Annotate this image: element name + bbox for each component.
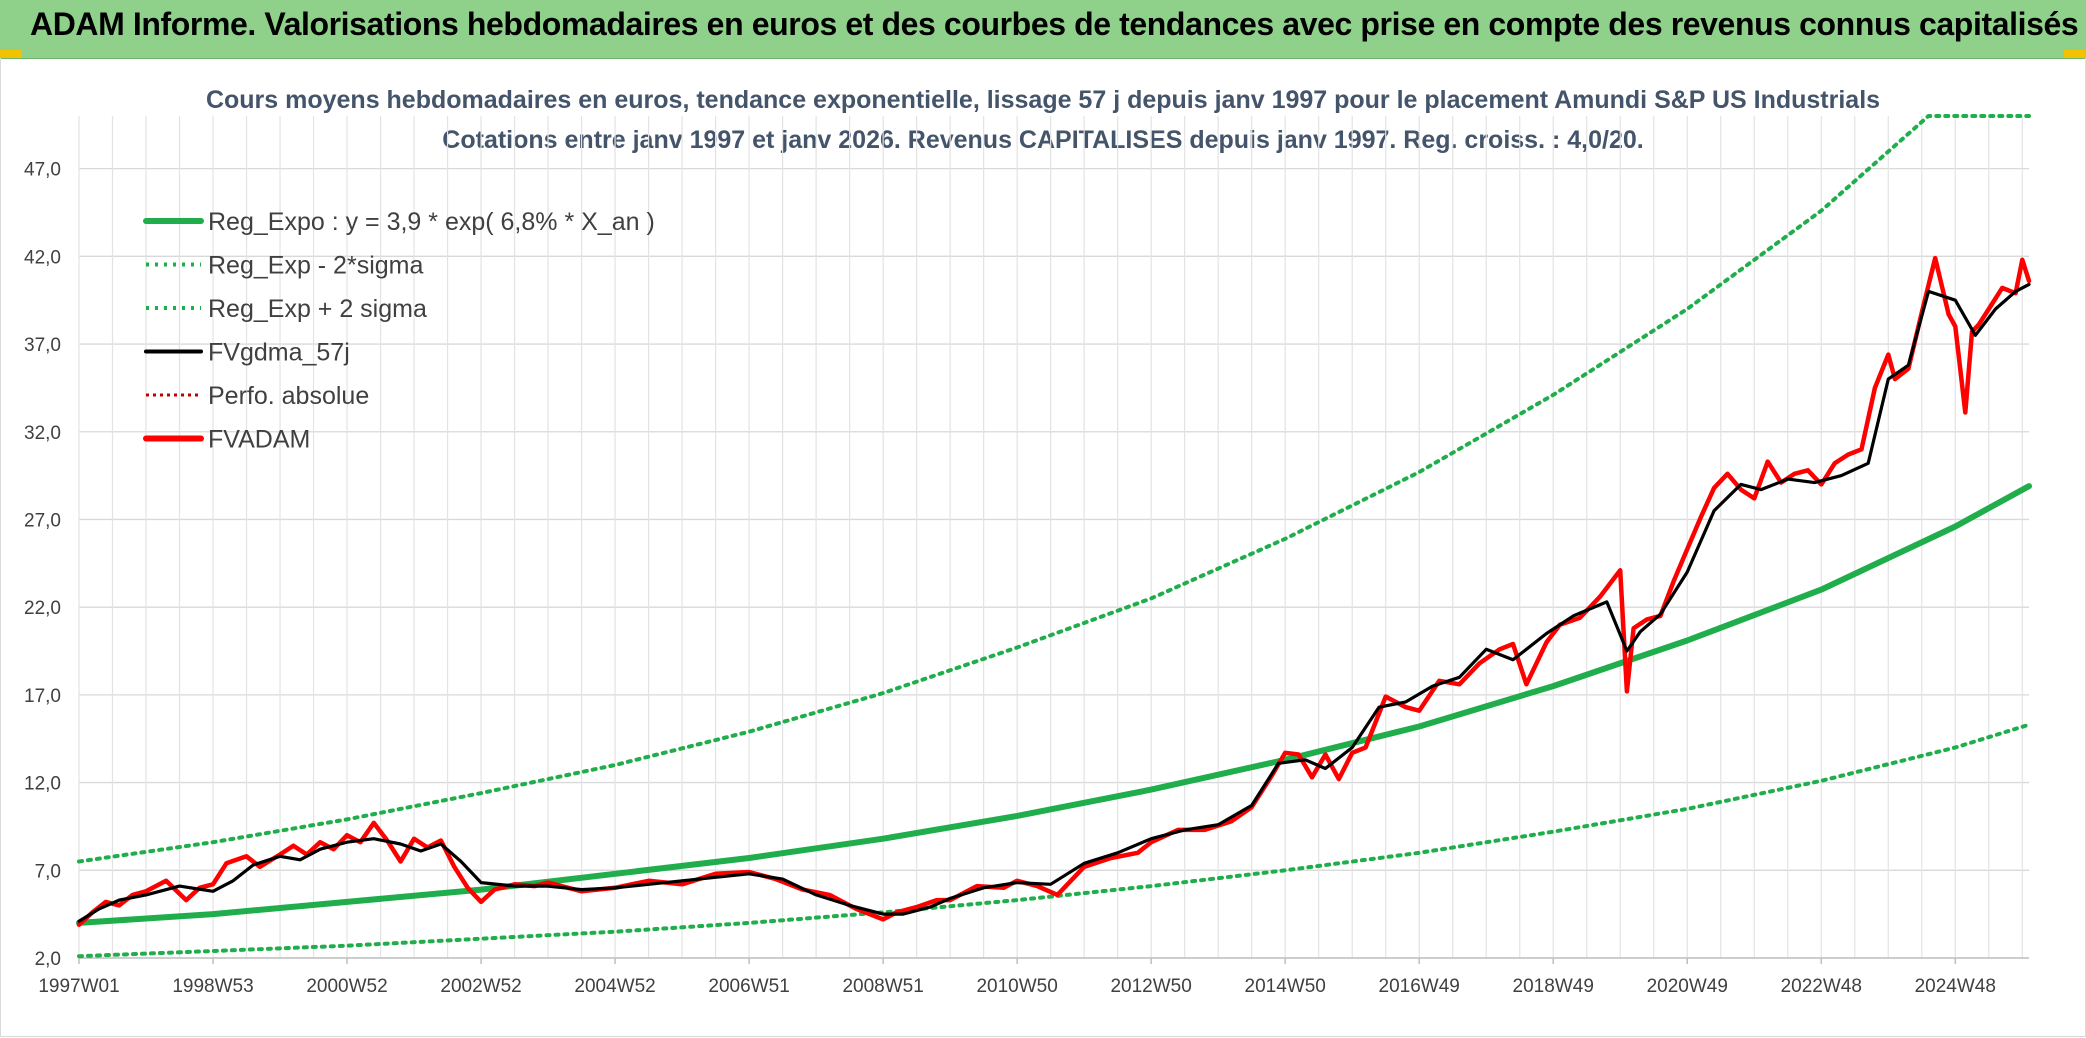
chart-title-line2: Cotations entre janv 1997 et janv 2026. … — [442, 126, 1643, 154]
x-tick-label: 2000W52 — [306, 976, 387, 997]
x-tick-label: 1998W53 — [172, 976, 253, 997]
y-tick-label: 32,0 — [24, 423, 61, 444]
series-lines — [76, 114, 2032, 959]
reg-exp-plus-2sigma-line — [77, 114, 2031, 864]
legend-label: Reg_Expo : y = 3,9 * exp( 6,8% * X_an ) — [208, 208, 655, 236]
x-tick-label: 2006W51 — [708, 976, 789, 997]
x-tick-label: 2012W50 — [1110, 976, 1191, 997]
x-tick-label: 2016W49 — [1379, 976, 1460, 997]
y-tick-label: 2,0 — [35, 949, 61, 970]
legend-label: Reg_Exp - 2*sigma — [208, 252, 423, 280]
x-tick-label: 2010W50 — [976, 976, 1057, 997]
y-tick-label: 47,0 — [24, 160, 61, 181]
x-tick-label: 2024W48 — [1915, 976, 1996, 997]
fvadam-line — [76, 255, 2032, 927]
report-header: ADAM Informe. Valorisations hebdomadaire… — [0, 0, 2086, 59]
chart-area: Cours moyens hebdomadaires en euros, ten… — [0, 58, 2086, 1037]
x-tick-label: 2020W49 — [1647, 976, 1728, 997]
reg-exp-minus-2sigma-line — [77, 722, 2031, 959]
x-tick-label: 2002W52 — [440, 976, 521, 997]
y-tick-label: 7,0 — [35, 861, 61, 882]
legend-label: Perfo. absolue — [208, 382, 369, 410]
y-tick-label: 17,0 — [24, 686, 61, 707]
header-corner-right — [2064, 50, 2086, 58]
y-tick-label: 42,0 — [24, 247, 61, 268]
x-tick-label: 2022W48 — [1781, 976, 1862, 997]
x-tick-label: 2004W52 — [574, 976, 655, 997]
legend-label: FVADAM — [208, 426, 310, 454]
axes: 2,0 7,0 12,0 17,0 22,0 27,0 32,0 37,0 42,0 47,0 19… — [24, 160, 2029, 997]
grid-lines — [78, 116, 2029, 959]
y-tick-label: 37,0 — [24, 335, 61, 356]
legend: Reg_Expo : y = 3,9 * exp( 6,8% * X_an ) R… — [143, 208, 655, 454]
legend-label: Reg_Exp + 2 sigma — [208, 295, 427, 323]
x-tick-label: 2014W50 — [1245, 976, 1326, 997]
chart-title-line1: Cours moyens hebdomadaires en euros, ten… — [206, 86, 1880, 114]
x-tick-label: 2008W51 — [842, 976, 923, 997]
report-title: ADAM Informe. Valorisations hebdomadaire… — [30, 6, 2079, 42]
y-tick-label: 22,0 — [24, 598, 61, 619]
fvgdma-57j-line — [77, 282, 2031, 923]
reg-expo-line — [76, 483, 2032, 926]
x-tick-label: 1997W01 — [38, 976, 119, 997]
x-tick-label: 2018W49 — [1513, 976, 1594, 997]
header-corner-left — [0, 50, 22, 58]
y-tick-label: 27,0 — [24, 510, 61, 531]
y-tick-label: 12,0 — [24, 774, 61, 795]
legend-label: FVgdma_57j — [208, 339, 350, 367]
chart-svg: Cours moyens hebdomadaires en euros, ten… — [24, 86, 2032, 997]
